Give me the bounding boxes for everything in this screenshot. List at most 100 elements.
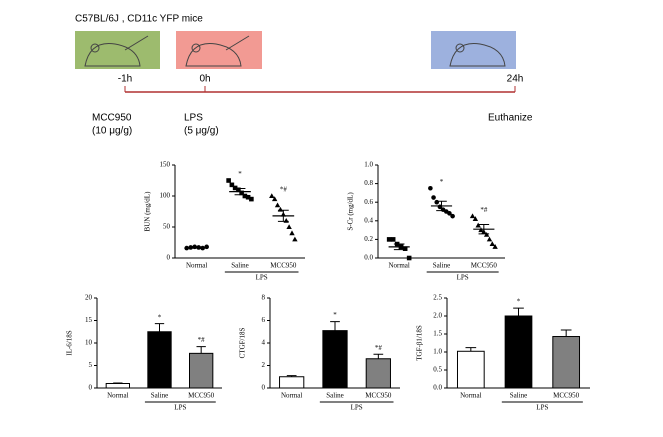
error-bar: [196, 346, 206, 354]
y-tick-label: 0.4: [364, 216, 373, 224]
y-tick-label: 6: [262, 316, 266, 324]
y-tick-label: 5: [89, 361, 93, 369]
x-tick-label: MCC950: [188, 392, 215, 400]
x-tick-label: MCC950: [270, 262, 297, 270]
event-label: MCC950: [92, 113, 132, 124]
timeline-title: C57BL/6J , CD11c YFP mice: [75, 14, 203, 25]
data-point: [277, 206, 284, 212]
annotation: *#: [480, 206, 488, 214]
data-point: [447, 211, 452, 216]
y-tick-label: 1.0: [433, 348, 442, 356]
x-tick-label: Normal: [186, 262, 207, 270]
data-point: [431, 195, 436, 200]
x-tick-label: MCC950: [471, 262, 498, 270]
bar: [365, 358, 391, 389]
y-axis-label: S-Cr (mg/dL): [347, 192, 355, 231]
y-tick-label: 0.0: [364, 254, 373, 262]
group-label: LPS: [174, 404, 186, 412]
group-label: LPS: [256, 274, 268, 282]
x-tick-label: Saline: [326, 392, 344, 400]
error-bar: [478, 224, 490, 235]
data-point: [229, 182, 235, 188]
mouse-box: [431, 31, 516, 69]
error-bar: [191, 246, 203, 249]
mouse-icons: [84, 35, 506, 67]
data-point: [469, 213, 476, 219]
data-point: [271, 196, 278, 202]
event-label: LPS: [184, 113, 203, 124]
data-point: [184, 245, 189, 251]
data-point: [486, 236, 493, 242]
data-point: [492, 244, 498, 249]
annotation: *: [238, 170, 242, 178]
bar: [105, 383, 130, 389]
x-tick-label: Saline: [231, 262, 249, 270]
error-bar: [560, 329, 572, 337]
y-tick-label: 20: [85, 294, 93, 302]
error-bar: [154, 323, 165, 332]
y-tick-label: 4: [262, 339, 266, 347]
x-tick-label: MCC950: [365, 392, 392, 400]
data-point: [406, 255, 412, 261]
data-point: [226, 178, 231, 183]
data-point: [236, 187, 241, 193]
y-tick-label: 0: [262, 384, 266, 392]
y-axis-label: TGF-β1/18S: [416, 325, 424, 361]
error-bar: [277, 209, 289, 222]
group-label: LPS: [351, 404, 363, 412]
y-tick-label: 0.5: [433, 366, 442, 374]
group-label: LPS: [536, 404, 548, 412]
event-time: -1h: [118, 74, 132, 85]
x-tick-label: Normal: [107, 392, 128, 400]
annotation: *#: [375, 344, 383, 352]
x-tick-label: Normal: [460, 392, 481, 400]
bar: [504, 315, 533, 389]
data-point: [249, 196, 254, 202]
data-point: [242, 193, 248, 199]
bar: [456, 350, 485, 389]
error-bar: [330, 321, 340, 331]
error-bar: [234, 188, 246, 196]
x-tick-label: Normal: [281, 392, 302, 400]
x-tick-label: Saline: [433, 262, 451, 270]
event-time: 0h: [199, 74, 210, 85]
error-bar: [436, 200, 447, 212]
y-tick-label: 8: [262, 294, 266, 302]
x-tick-label: MCC950: [553, 392, 580, 400]
event-label: (5 μg/g): [184, 126, 219, 137]
bar: [322, 330, 348, 389]
y-tick-label: 2: [262, 361, 266, 369]
y-axis-label: IL-6/18S: [66, 330, 74, 355]
bar: [147, 331, 172, 389]
data-point: [472, 216, 479, 221]
x-tick-label: Normal: [388, 262, 409, 270]
data-point: [245, 194, 251, 200]
event-label: (10 μg/g): [92, 126, 132, 137]
y-axis-label: CTGF/18S: [239, 328, 247, 359]
error-bar: [513, 307, 524, 316]
data-point: [239, 190, 244, 196]
data-point: [386, 237, 392, 242]
y-tick-label: 1.0: [364, 161, 373, 169]
y-tick-label: 10: [85, 339, 93, 347]
y-tick-label: 0: [167, 254, 171, 262]
data-point: [289, 230, 295, 236]
data-point: [402, 246, 408, 251]
y-tick-label: 150: [160, 161, 171, 169]
timeline: C57BL/6J , CD11c YFP mice -1h 0h 24h MCC…: [75, 14, 533, 137]
bar: [189, 352, 214, 389]
data-point: [390, 237, 396, 242]
data-point: [450, 213, 455, 219]
data-point: [483, 231, 490, 237]
y-tick-label: 0.0: [433, 384, 442, 392]
annotation: *#: [198, 336, 206, 344]
data-point: [475, 222, 481, 228]
data-point: [286, 224, 292, 229]
data-point: [274, 202, 281, 208]
y-tick-label: 0.2: [364, 235, 373, 243]
data-point: [269, 193, 275, 198]
annotation: *: [333, 311, 337, 319]
y-tick-label: 15: [85, 316, 93, 324]
data-point: [428, 185, 433, 191]
